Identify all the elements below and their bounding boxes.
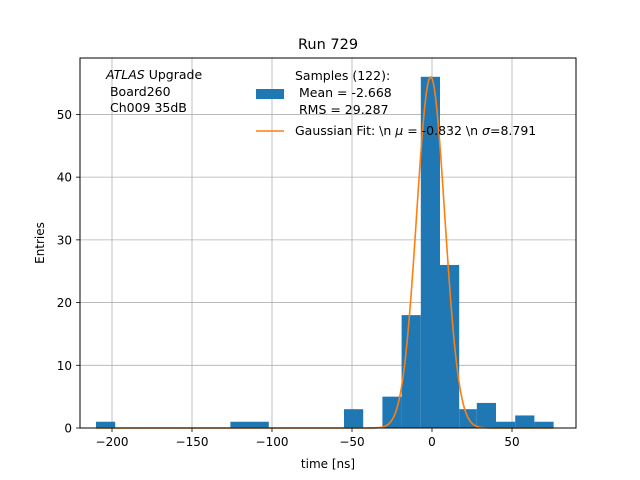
atlas-label: ATLAS — [105, 67, 145, 82]
legend-fit-label: Gaussian Fit: \n μ = -0.832 \n σ=8.791 — [295, 123, 536, 138]
y-tick-label-3: 30 — [57, 233, 72, 247]
atlas-annotation: ATLAS Upgrade Board260 Ch009 35dB — [105, 67, 202, 115]
y-axis-label: Entries — [33, 222, 47, 264]
channel-label: Ch009 35dB — [106, 100, 187, 115]
board-label: Board260 — [106, 84, 171, 99]
histogram-bar-2 — [344, 409, 364, 428]
svg-text:ATLAS Upgrade: ATLAS Upgrade — [105, 67, 202, 82]
legend: Samples (122): Mean = -2.668 RMS = 29.28… — [256, 68, 536, 138]
upgrade-label: Upgrade — [145, 67, 203, 82]
x-tick-label-4: 0 — [428, 435, 436, 449]
y-tick-label-1: 10 — [57, 359, 72, 373]
x-axis-ticks: −200 −150 −100 −50 0 50 — [96, 428, 520, 449]
plot-frame — [79, 57, 577, 429]
histogram-bar-11 — [534, 421, 554, 428]
x-tick-label-5: 50 — [504, 435, 519, 449]
legend-histogram-patch — [256, 89, 284, 99]
chart-title: Run 729 — [298, 37, 358, 53]
x-tick-label-0: −200 — [96, 435, 129, 449]
histogram-bar-3 — [382, 396, 402, 428]
x-tick-label-1: −150 — [176, 435, 209, 449]
histogram-bar-1 — [230, 421, 269, 428]
y-tick-label-4: 40 — [57, 171, 72, 185]
y-tick-label-2: 20 — [57, 296, 72, 310]
legend-histogram-line3: RMS = 29.287 — [295, 102, 389, 117]
x-tick-label-2: −100 — [256, 435, 289, 449]
x-tick-label-3: −50 — [339, 435, 364, 449]
y-tick-label-5: 50 — [57, 108, 72, 122]
histogram-bar-0 — [96, 421, 116, 428]
histogram-bar-6 — [440, 264, 460, 428]
y-tick-label-0: 0 — [64, 422, 72, 436]
histogram-bar-10 — [515, 415, 535, 428]
histogram-bar-9 — [496, 421, 516, 428]
legend-histogram-line2: Mean = -2.668 — [295, 85, 392, 100]
legend-histogram-line1: Samples (122): — [295, 68, 390, 83]
x-axis-label: time [ns] — [301, 457, 355, 471]
y-axis-ticks: 0 10 20 30 40 50 — [57, 108, 80, 436]
histogram-bar-5 — [420, 76, 440, 428]
histogram-bar-8 — [476, 402, 496, 428]
